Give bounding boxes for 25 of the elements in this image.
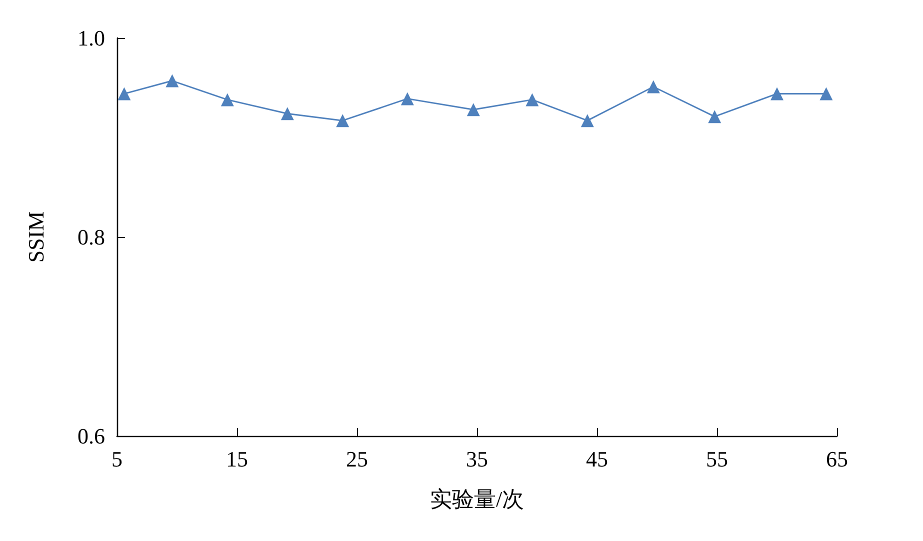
x-tick-label: 35	[466, 446, 488, 472]
x-tick-label: 55	[706, 446, 728, 472]
x-tick-label: 45	[586, 446, 608, 472]
point	[708, 110, 722, 124]
x-tick-label: 15	[226, 446, 248, 472]
point	[166, 74, 179, 88]
point	[280, 107, 294, 120]
point	[400, 92, 414, 106]
x-axis-title: 实验量/次	[430, 486, 524, 512]
y-tick-label: 0.8	[78, 224, 105, 250]
point	[770, 87, 784, 100]
y-axis-title: SSIM	[24, 211, 48, 263]
x-tick-label: 5	[112, 446, 122, 472]
point	[220, 93, 234, 106]
x-tick-label: 65	[826, 446, 848, 472]
point	[646, 80, 660, 94]
point	[336, 114, 350, 128]
point	[526, 93, 539, 106]
point	[580, 114, 594, 128]
point	[118, 87, 131, 100]
point	[466, 103, 480, 116]
y-tick-label: 1.0	[78, 26, 105, 50]
x-tick-label: 25	[346, 446, 368, 472]
point	[820, 87, 833, 100]
y-tick-label: 0.6	[78, 424, 105, 448]
